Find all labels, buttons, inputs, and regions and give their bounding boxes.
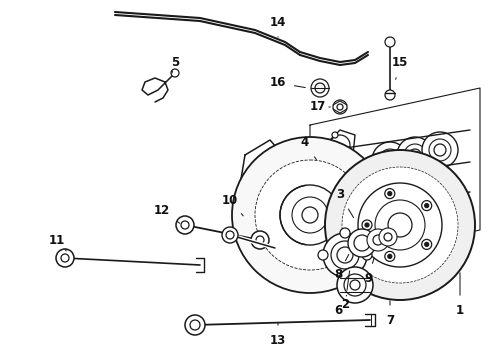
Circle shape [292,197,328,233]
Circle shape [226,231,234,239]
Circle shape [340,272,350,282]
Circle shape [385,90,395,100]
Text: 8: 8 [334,255,349,282]
Circle shape [61,254,69,262]
Text: 2: 2 [341,271,350,311]
Circle shape [397,137,433,173]
Circle shape [385,189,395,199]
Circle shape [373,235,383,245]
Circle shape [330,135,350,155]
Circle shape [379,228,397,246]
Circle shape [365,223,369,227]
Text: 14: 14 [270,15,286,37]
Circle shape [332,132,338,138]
Circle shape [232,137,388,293]
Circle shape [333,100,347,114]
Text: 15: 15 [392,57,408,79]
Circle shape [362,250,372,260]
Circle shape [406,183,420,197]
Circle shape [422,132,458,168]
Circle shape [337,104,343,110]
Text: 7: 7 [386,301,394,327]
Circle shape [185,315,205,335]
Circle shape [425,242,429,246]
Circle shape [176,216,194,234]
Circle shape [385,37,395,47]
Text: 17: 17 [310,100,330,113]
Text: 16: 16 [270,77,305,90]
Circle shape [342,150,348,156]
Circle shape [348,229,376,257]
Circle shape [375,200,425,250]
Circle shape [362,220,372,230]
Circle shape [381,188,395,202]
Circle shape [315,83,325,93]
Circle shape [337,267,373,303]
Circle shape [354,235,370,251]
Circle shape [426,173,450,197]
Circle shape [384,233,392,241]
Circle shape [367,229,389,251]
Circle shape [302,207,318,223]
Circle shape [342,167,458,283]
Circle shape [388,213,412,237]
Text: 10: 10 [222,194,243,216]
Circle shape [372,142,408,178]
Circle shape [340,228,350,238]
Circle shape [255,160,365,270]
Circle shape [385,251,395,261]
Circle shape [190,320,200,330]
Circle shape [171,69,179,77]
Circle shape [401,178,425,202]
Circle shape [253,163,277,187]
Circle shape [350,280,360,290]
Circle shape [256,236,264,244]
Circle shape [379,149,401,171]
Circle shape [318,250,328,260]
Circle shape [331,241,359,269]
Text: 3: 3 [336,189,354,217]
Circle shape [409,149,421,161]
Circle shape [344,274,366,296]
Text: 9: 9 [364,258,374,284]
Text: 13: 13 [270,323,286,346]
Circle shape [429,139,451,161]
Circle shape [56,249,74,267]
Circle shape [325,150,475,300]
Circle shape [259,169,271,181]
Circle shape [422,239,432,249]
Text: 12: 12 [154,203,180,223]
Circle shape [311,79,329,97]
Circle shape [422,201,432,211]
Circle shape [425,204,429,208]
Text: 11: 11 [49,234,66,251]
Circle shape [404,144,426,166]
Circle shape [434,144,446,156]
Circle shape [251,231,269,249]
Circle shape [388,192,392,195]
Circle shape [323,233,367,277]
Text: 1: 1 [456,273,464,316]
Circle shape [222,227,238,243]
Text: 4: 4 [301,136,317,160]
Circle shape [384,154,396,166]
Circle shape [358,183,442,267]
Circle shape [376,183,400,207]
Circle shape [181,221,189,229]
Text: 6: 6 [334,296,346,316]
Circle shape [280,185,340,245]
Circle shape [388,255,392,258]
Circle shape [431,178,445,192]
Circle shape [337,247,353,263]
Text: 5: 5 [171,55,179,73]
